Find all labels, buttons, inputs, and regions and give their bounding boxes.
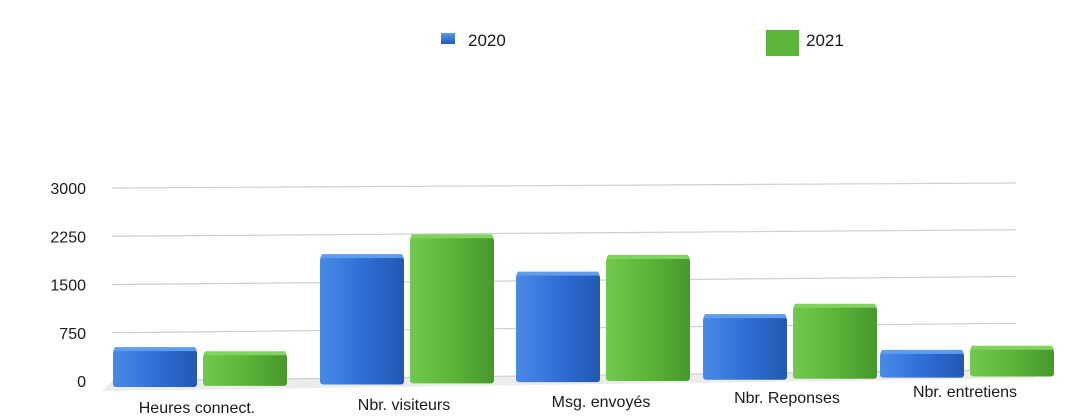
- gridline-3000: [111, 182, 1017, 189]
- bar-top-2021-3: [793, 303, 877, 308]
- bar-2021-3: [793, 303, 877, 379]
- bar-top-2020-2: [516, 271, 600, 276]
- bar-2020-4: [880, 349, 964, 378]
- x-axis-labels: Heures connect. Nbr. visiteurs Msg. envoyé…: [139, 384, 1017, 416]
- bar-body-2021-0: [203, 354, 287, 386]
- legend-item-2020: 2020: [441, 31, 506, 50]
- y-tick-label-0: 0: [77, 374, 86, 391]
- bar-body-2021-1: [410, 237, 494, 384]
- x-label-4: Nbr. entretiens: [913, 384, 1017, 401]
- legend-swatch-2020: [441, 33, 455, 44]
- x-label-2: Msg. envoyés: [552, 394, 651, 411]
- y-tick-label-750: 750: [59, 326, 86, 343]
- bar-body-2020-1: [320, 257, 404, 385]
- bar-2020-1: [320, 254, 404, 385]
- bar-2020-0: [113, 347, 197, 387]
- bar-top-2020-0: [113, 347, 197, 352]
- legend-swatch-2021: [766, 30, 799, 56]
- y-tick-label-3000: 3000: [50, 181, 86, 198]
- x-label-3: Nbr. Reponses: [734, 390, 840, 407]
- legend-label-2020: 2020: [468, 31, 506, 50]
- bar-top-2021-2: [606, 254, 690, 259]
- y-axis-ticks: 0 750 1500 2250 3000: [50, 181, 86, 391]
- bar-body-2020-0: [113, 350, 197, 387]
- bar-top-2020-1: [320, 254, 404, 259]
- bar-2021-1: [410, 234, 494, 384]
- y-tick-label-1500: 1500: [50, 278, 86, 295]
- legend: 2020 2021: [441, 30, 844, 56]
- bars: [113, 234, 1054, 387]
- bar-body-2020-2: [516, 274, 600, 383]
- bar-top-2021-1: [410, 234, 494, 239]
- bar-2021-4: [970, 345, 1054, 377]
- bar-body-2020-4: [880, 352, 964, 378]
- bar-top-2020-4: [880, 349, 964, 354]
- x-label-1: Nbr. visiteurs: [358, 397, 450, 414]
- bar-2021-0: [203, 351, 287, 386]
- legend-item-2021: 2021: [766, 30, 844, 56]
- bar-top-2021-4: [970, 345, 1054, 350]
- gridline-2250: [111, 229, 1017, 237]
- bar-top-2021-0: [203, 351, 287, 356]
- bar-body-2020-3: [703, 317, 787, 380]
- bar-2020-2: [516, 271, 600, 383]
- bar-2021-2: [606, 254, 690, 381]
- legend-label-2021: 2021: [806, 31, 844, 50]
- bar-2020-3: [703, 314, 787, 380]
- bar-body-2021-2: [606, 257, 690, 381]
- y-tick-label-2250: 2250: [50, 229, 86, 246]
- bar-body-2021-3: [793, 306, 877, 379]
- x-label-0: Heures connect.: [139, 400, 256, 416]
- bar-top-2020-3: [703, 314, 787, 319]
- bar-body-2021-4: [970, 348, 1054, 377]
